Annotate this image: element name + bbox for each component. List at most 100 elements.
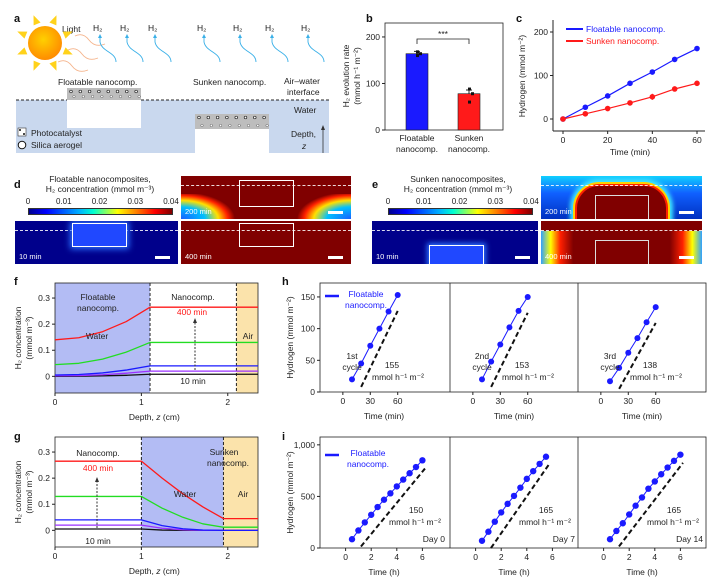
x-axis-label-part: Depth,	[129, 566, 156, 576]
panel-label-a: a	[14, 13, 21, 25]
sun-ray	[49, 15, 57, 26]
y-tick-label: 50	[306, 355, 316, 365]
x-tick-label: 0	[470, 396, 475, 406]
annotation-label: cycle	[342, 362, 362, 372]
photocatalyst-icon	[243, 115, 248, 120]
silica-aerogel-icon	[119, 95, 122, 98]
data-point	[358, 360, 365, 367]
x-tick-label: 0	[53, 397, 58, 407]
panel-d-title-2: H₂ concentration (mmol m⁻³)	[45, 184, 155, 194]
light-ray-icon	[74, 34, 106, 46]
nanocomposite-outline	[595, 195, 649, 219]
interface-label-1: Air–water	[284, 76, 320, 86]
depth-label: Depth,	[291, 129, 316, 139]
data-point	[471, 92, 474, 96]
y-axis-label: (mmol h⁻¹ m⁻²)	[352, 47, 362, 105]
x-tick-label: 30	[366, 396, 376, 406]
data-point	[627, 100, 633, 106]
annotation-water: Water	[86, 331, 109, 341]
y-tick-label: 0.2	[38, 319, 50, 329]
x-axis-label: Time (min)	[494, 411, 534, 421]
h2-label: H₂	[197, 23, 206, 33]
rate-fit-dashed-line	[490, 312, 529, 388]
annotation-t_min: 10 min	[180, 376, 206, 386]
bar	[405, 53, 429, 131]
photocatalyst-icon	[87, 89, 92, 94]
data-point	[658, 471, 665, 478]
arrow-head	[321, 125, 325, 130]
panel-e-colorbar	[388, 208, 533, 215]
y-tick-label: 100	[366, 78, 380, 88]
heatmap-d-10min: 10 min	[15, 221, 178, 264]
significance-label: ***	[438, 29, 449, 39]
data-point	[497, 341, 504, 348]
scale-bar	[328, 256, 343, 259]
y-tick-label: 1,000	[294, 440, 316, 450]
photocatalyst-icon	[197, 115, 201, 120]
series-line	[351, 294, 399, 380]
silica-aerogel-legend-icon	[17, 140, 27, 150]
x-tick-label: 40	[648, 135, 658, 145]
data-point	[652, 304, 659, 311]
legend-label: Floatable	[349, 289, 384, 299]
data-point	[515, 307, 522, 314]
x-tick-label: 20	[603, 135, 613, 145]
annotation-t_max: 400 min	[177, 307, 208, 317]
legend-label: Sunken nanocomp.	[586, 36, 659, 46]
x-tick-label: 30	[624, 396, 634, 406]
data-point	[677, 451, 684, 458]
y-tick-label: 100	[534, 71, 548, 81]
data-point	[479, 376, 485, 383]
legend-label: nanocomp.	[347, 459, 389, 469]
annotation-label: Day 14	[676, 534, 703, 544]
x-tick-label: 4	[524, 552, 529, 562]
significance-bracket	[416, 38, 470, 44]
data-point	[361, 519, 368, 526]
y-tick-label: 0.3	[38, 447, 50, 457]
x-tick-label: 2	[225, 551, 230, 561]
data-point	[491, 518, 498, 525]
h2-label: H₂	[93, 23, 102, 33]
rate-fit-dashed-line	[618, 462, 684, 548]
scale-bar	[328, 211, 343, 214]
panel-g-line-chart: g 0 0.1 0.2 0.3 0 1 2 Depth, z (cm) H₂ concentrat…	[13, 431, 259, 576]
data-point	[542, 453, 550, 460]
time-label: 200 min	[185, 207, 212, 216]
data-point	[671, 56, 678, 63]
concentration-profile-line	[54, 341, 258, 366]
x-axis-label: Time (h)	[368, 567, 399, 577]
x-tick-label: 6	[550, 552, 555, 562]
data-point	[649, 94, 656, 100]
y-tick-label: 0	[45, 525, 50, 535]
h2-arrow-icon	[307, 36, 325, 63]
data-point	[385, 308, 392, 315]
data-point	[694, 80, 700, 87]
nanocomposite-outline	[429, 245, 484, 264]
sunken-aerogel-block	[195, 129, 269, 168]
annotation-label: Day 7	[553, 534, 575, 544]
annotation-label: mmol h⁻¹ m⁻²	[502, 372, 554, 382]
legend-label: Floatable nanocomp.	[586, 24, 665, 34]
data-point	[506, 324, 513, 331]
plot-frame	[384, 22, 504, 131]
silica-aerogel-icon	[209, 124, 213, 127]
colorbar-tick-label: 0.03	[487, 197, 504, 206]
x-tick-label: 4	[652, 552, 657, 562]
colorbar-tick-label: 0.01	[55, 197, 72, 206]
data-point	[645, 485, 652, 492]
sun-icon	[28, 26, 62, 60]
water-surface-line	[181, 230, 351, 231]
photocatalyst-icon	[234, 115, 238, 120]
colorbar-tick-label: 0.02	[91, 197, 108, 206]
heatmap-e-10min: 10 min	[372, 221, 538, 264]
x-axis-label-part: Depth,	[129, 412, 156, 422]
bar	[457, 93, 481, 131]
time-label: 10 min	[376, 252, 399, 261]
data-point	[380, 496, 388, 503]
heatmap-d-200min: 200 min	[181, 176, 351, 219]
light-ray-icon	[57, 60, 89, 72]
data-point	[632, 502, 639, 509]
data-point	[468, 100, 471, 104]
panel-e-title-1: Sunken nanocomposites,	[410, 174, 506, 184]
light-label: Light	[62, 24, 81, 34]
